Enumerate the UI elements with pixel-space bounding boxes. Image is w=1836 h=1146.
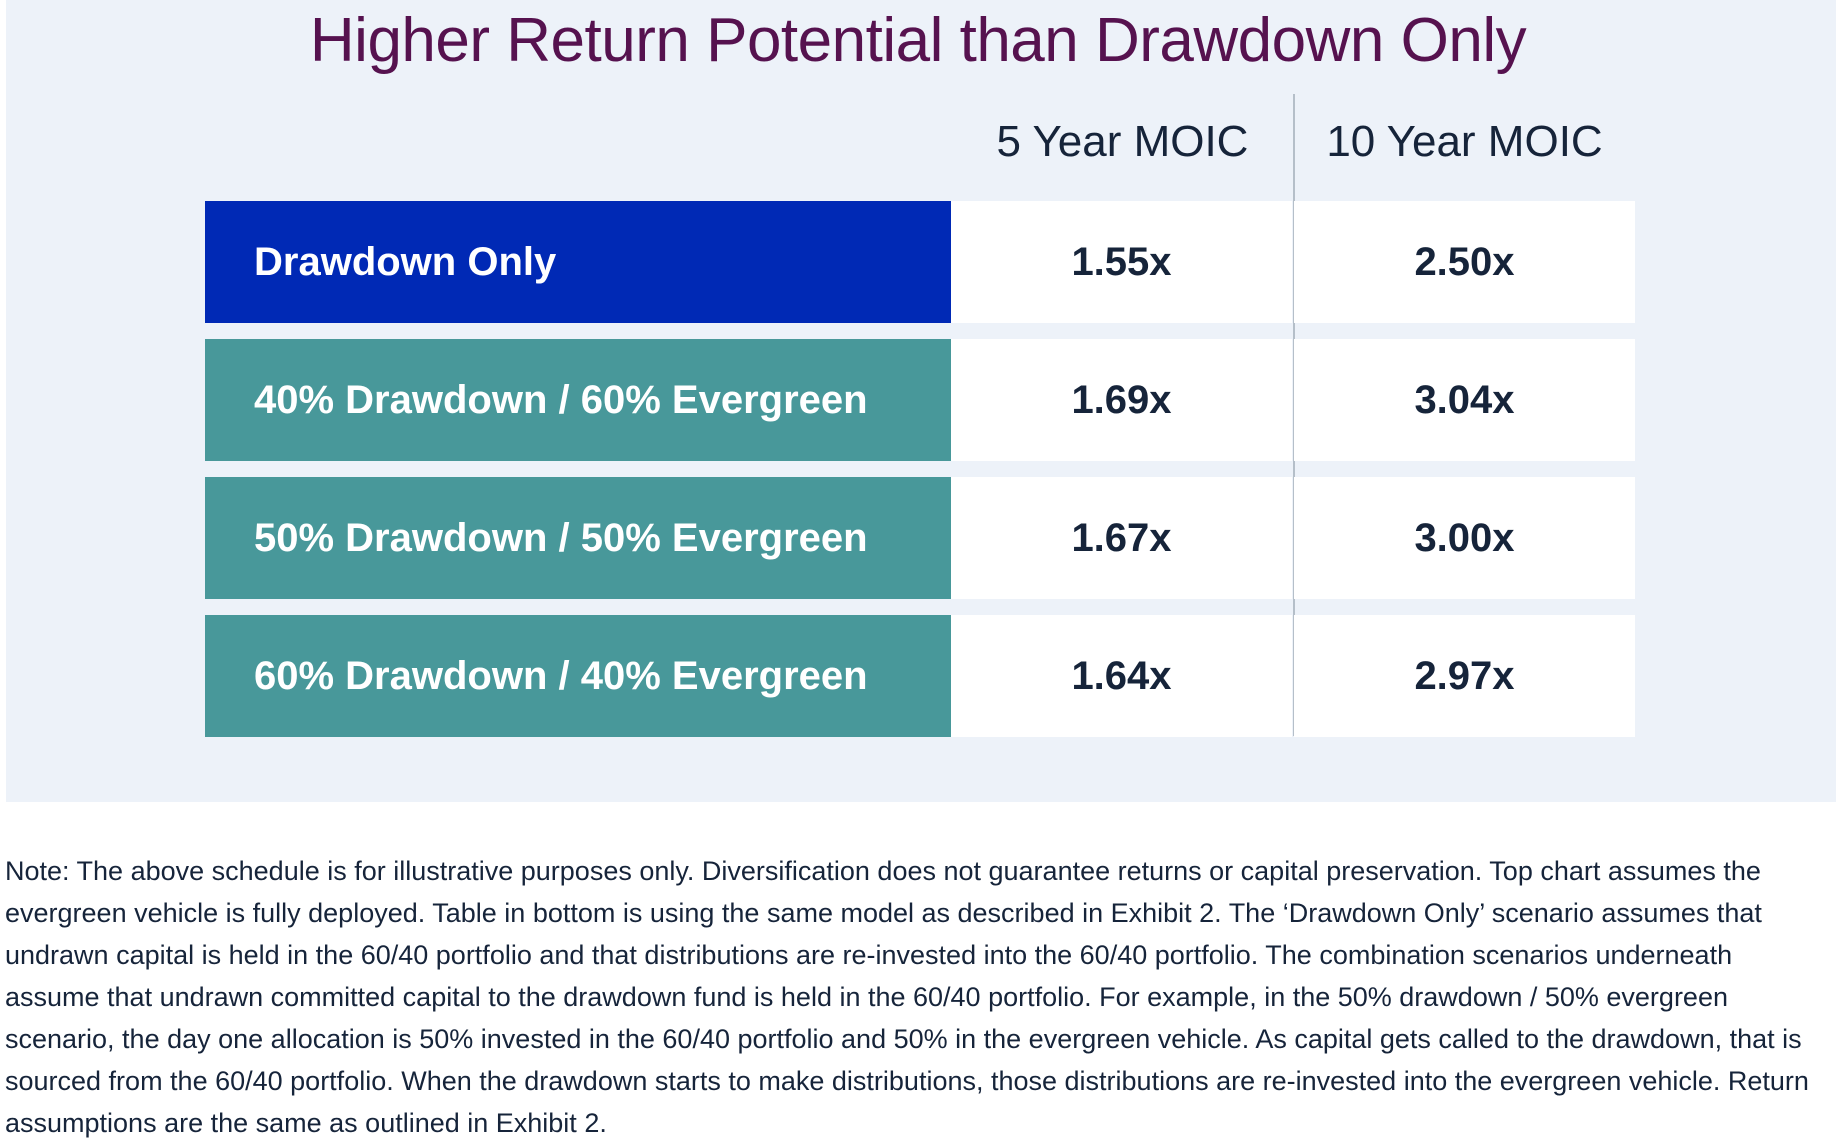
row-value-10-year: 2.50x	[1294, 201, 1635, 323]
row-label-50-drawdown-50-evergreen: 50% Drawdown / 50% Evergreen	[205, 477, 951, 599]
table-row: 60% Drawdown / 40% Evergreen 1.64x 2.97x	[205, 615, 1635, 737]
row-value-5-year: 1.64x	[951, 615, 1292, 737]
footnote: Note: The above schedule is for illustra…	[5, 856, 1809, 1138]
row-value-10-year: 3.04x	[1294, 339, 1635, 461]
row-label-60-drawdown-40-evergreen: 60% Drawdown / 40% Evergreen	[205, 615, 951, 737]
row-label-40-drawdown-60-evergreen: 40% Drawdown / 60% Evergreen	[205, 339, 951, 461]
row-value-10-year: 2.97x	[1294, 615, 1635, 737]
table-row: 50% Drawdown / 50% Evergreen 1.67x 3.00x	[205, 477, 1635, 599]
table-row: Drawdown Only 1.55x 2.50x	[205, 201, 1635, 323]
chart-title: Higher Return Potential than Drawdown On…	[309, 6, 1527, 75]
column-header-5-year-moic: 5 Year MOIC	[996, 117, 1249, 166]
row-value-10-year: 3.00x	[1294, 477, 1635, 599]
row-value-5-year: 1.67x	[951, 477, 1292, 599]
table-row: 40% Drawdown / 60% Evergreen 1.69x 3.04x	[205, 339, 1635, 461]
column-header-10-year-moic: 10 Year MOIC	[1326, 117, 1603, 166]
row-value-5-year: 1.55x	[951, 201, 1292, 323]
row-value-5-year: 1.69x	[951, 339, 1292, 461]
row-label-drawdown-only: Drawdown Only	[205, 201, 951, 323]
